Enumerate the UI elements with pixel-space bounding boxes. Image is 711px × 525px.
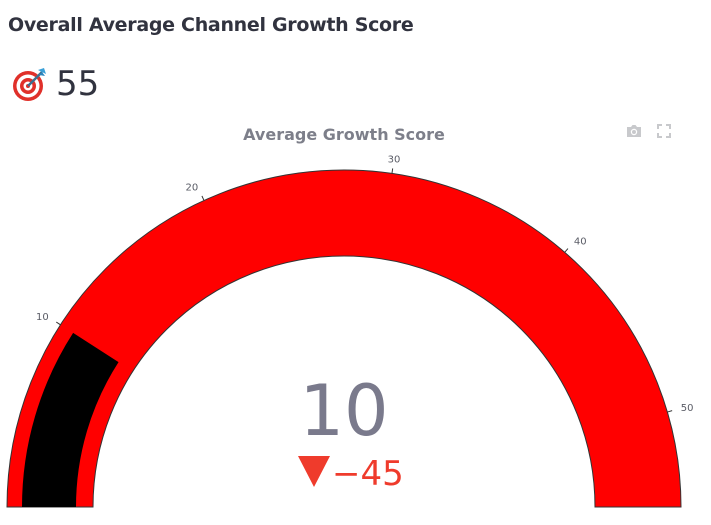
camera-icon[interactable] xyxy=(625,122,643,140)
fullscreen-icon[interactable] xyxy=(655,122,673,140)
gauge-tick xyxy=(201,195,205,201)
gauge-tick-label: 50 xyxy=(681,403,694,414)
gauge-tick xyxy=(667,410,673,413)
target-dart-icon xyxy=(13,68,46,101)
delta-down-arrow-icon xyxy=(298,456,330,487)
gauge-tick-label: 20 xyxy=(185,183,198,194)
gauge-tick-label: 40 xyxy=(574,237,587,248)
metric-value: 55 xyxy=(56,64,100,104)
gauge-band xyxy=(6,169,682,508)
gauge-tick xyxy=(391,168,394,174)
gauge-tick-label: 30 xyxy=(388,155,401,166)
metric-summary: 55 xyxy=(12,62,99,106)
page-title: Overall Average Channel Growth Score xyxy=(8,14,414,36)
gauge-tick xyxy=(564,248,569,253)
gauge-value: 10 xyxy=(299,370,388,452)
gauge-tick xyxy=(56,321,61,326)
chart-title: Average Growth Score xyxy=(243,125,445,144)
chart-toolbar xyxy=(625,122,673,140)
gauge-value-bar xyxy=(22,332,119,507)
gauge-delta: −45 xyxy=(332,454,404,494)
gauge-tick-label: 10 xyxy=(36,312,49,323)
